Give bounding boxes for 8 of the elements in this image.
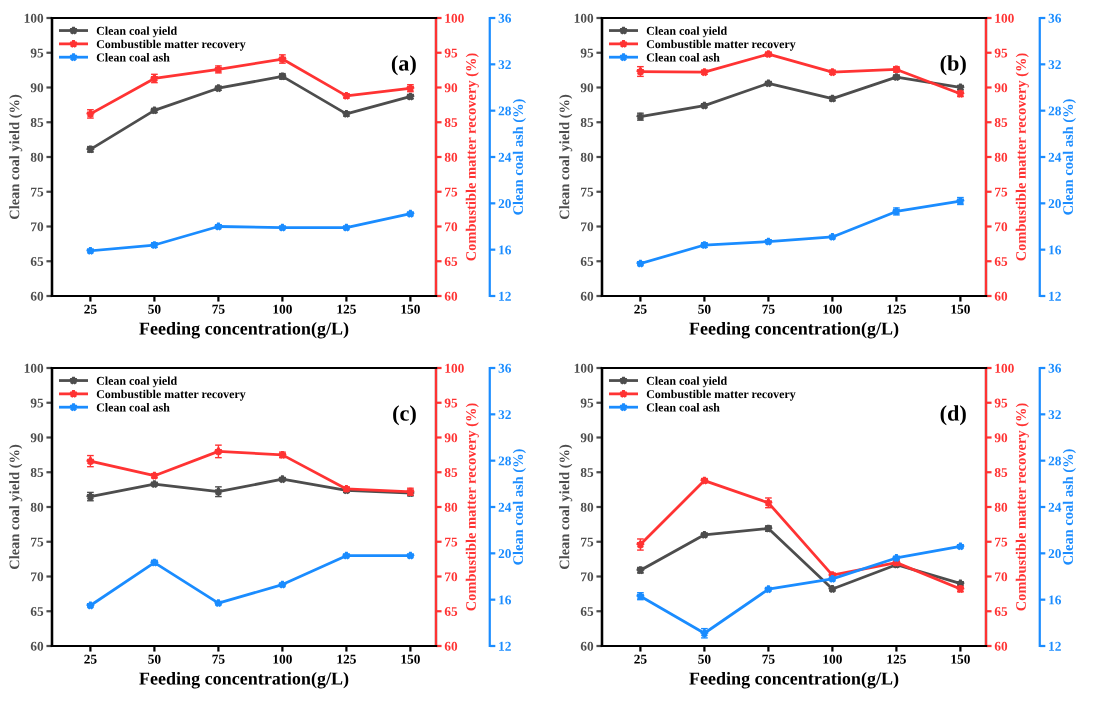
x-axis-title: Feeding concentration(g/L)	[689, 321, 899, 339]
annotation: (b)	[940, 55, 966, 76]
annotation: (a)	[391, 55, 416, 76]
x-axis-title: Feeding concentration(g/L)	[139, 671, 349, 689]
annotation: (c)	[393, 405, 416, 426]
x-axis-title: Feeding concentration(g/L)	[139, 321, 349, 339]
x-axis-title: Feeding concentration(g/L)	[689, 671, 899, 689]
annotation: (d)	[940, 405, 966, 426]
